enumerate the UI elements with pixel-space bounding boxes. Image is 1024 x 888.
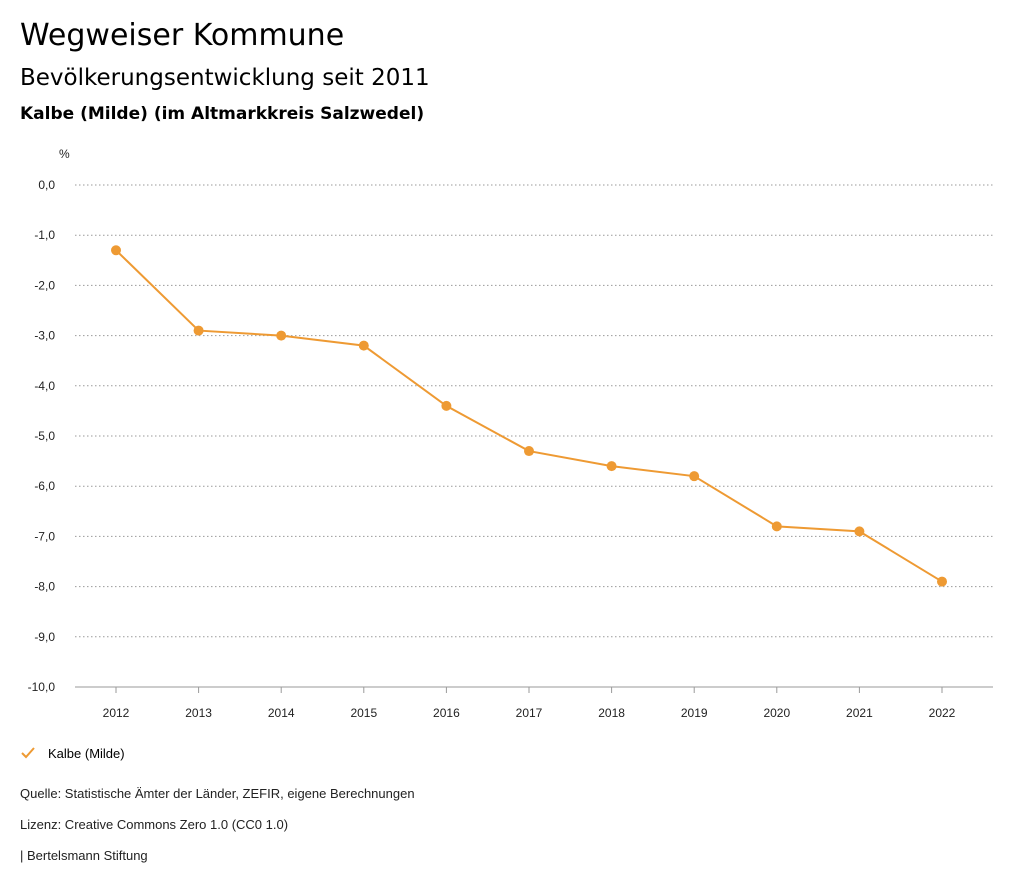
x-tick-label: 2015 <box>350 706 377 720</box>
data-point[interactable] <box>193 325 204 336</box>
y-tick-label: -10,0 <box>28 680 56 694</box>
page-title: Wegweiser Kommune <box>20 18 345 53</box>
y-tick-label: -5,0 <box>34 429 55 443</box>
data-point[interactable] <box>606 461 617 472</box>
y-tick-label: 0,0 <box>38 178 55 192</box>
y-axis-unit: % <box>59 147 70 161</box>
region-label: Kalbe (Milde) (im Altmarkkreis Salzwedel… <box>20 104 425 124</box>
data-point[interactable] <box>111 245 121 256</box>
x-tick-label: 2013 <box>185 706 212 720</box>
series-layer <box>111 245 947 587</box>
x-tick-label: 2022 <box>929 706 956 720</box>
source-note: Quelle: Statistische Ämter der Länder, Z… <box>20 786 415 801</box>
x-tick-label: 2021 <box>846 706 873 720</box>
data-point[interactable] <box>854 526 865 537</box>
y-tick-label: -4,0 <box>34 379 55 393</box>
data-point[interactable] <box>937 576 947 587</box>
legend[interactable]: Kalbe (Milde) <box>20 745 125 761</box>
x-tick-label: 2012 <box>103 706 130 720</box>
series-line <box>115 249 943 583</box>
publisher-note: | Bertelsmann Stiftung <box>20 848 148 863</box>
x-tick-label: 2016 <box>433 706 460 720</box>
y-tick-label: -6,0 <box>34 479 55 493</box>
data-point[interactable] <box>441 400 452 411</box>
y-tick-label: -1,0 <box>34 228 55 242</box>
y-tick-label: -8,0 <box>34 580 55 594</box>
x-tick-labels: 2012 2013 2014 2015 2016 2017 2018 2019 2020 2021… <box>103 687 956 720</box>
grid-layer <box>75 184 993 688</box>
chart-subtitle: Bevölkerungsentwicklung seit 2011 <box>20 65 430 91</box>
y-tick-label: -2,0 <box>34 278 55 292</box>
x-tick-label: 2019 <box>681 706 708 720</box>
data-point[interactable] <box>276 330 287 341</box>
x-tick-label: 2020 <box>763 706 790 720</box>
data-point[interactable] <box>689 471 700 482</box>
x-tick-label: 2018 <box>598 706 625 720</box>
legend-label: Kalbe (Milde) <box>48 745 125 761</box>
data-point[interactable] <box>771 521 782 532</box>
check-icon <box>21 747 35 759</box>
data-point[interactable] <box>358 340 369 351</box>
x-tick-label: 2017 <box>516 706 543 720</box>
x-tick-label: 2014 <box>268 706 295 720</box>
y-tick-label: -9,0 <box>34 630 55 644</box>
y-tick-label: -7,0 <box>34 529 55 543</box>
line-chart: 0,0 -1,0 -2,0 -3,0 -4,0 -5,0 -6,0 -7,0 -8,0 -9,0 -… <box>28 147 993 720</box>
y-tick-label: -3,0 <box>34 329 55 343</box>
y-tick-labels: 0,0 -1,0 -2,0 -3,0 -4,0 -5,0 -6,0 -7,0 -8,0 -9,0 -… <box>28 178 56 694</box>
data-point[interactable] <box>524 446 534 457</box>
license-note: Lizenz: Creative Commons Zero 1.0 (CC0 1… <box>20 817 289 832</box>
